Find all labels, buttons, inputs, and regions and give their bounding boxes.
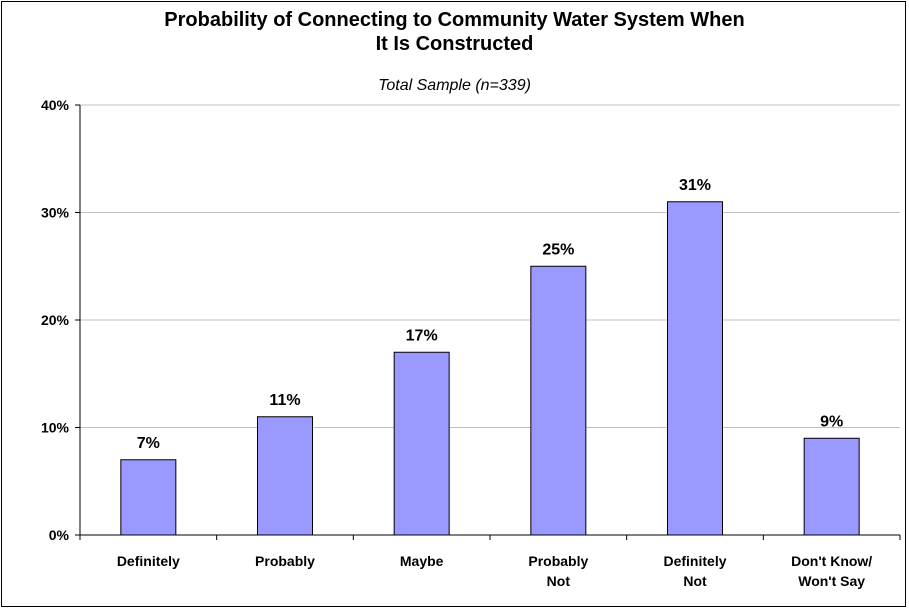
chart-title-line-2: It Is Constructed [375,33,534,55]
x-tick-label: Maybe [400,553,444,569]
y-tick-label: 0% [49,527,70,543]
chart-title: Probability of Connecting to Community W… [0,8,909,56]
bar [257,416,313,536]
x-tick-label: Not [683,573,707,589]
data-label: 17% [406,327,438,344]
y-tick-label: 30% [41,205,70,221]
y-tick-label: 10% [41,420,70,436]
y-tick-label: 20% [41,312,70,328]
data-label: 31% [679,177,711,194]
bar [393,351,450,536]
y-tick-label: 40% [41,97,70,113]
chart-subtitle: Total Sample (n=339) [378,77,531,94]
chart-title-line-1: Probability of Connecting to Community W… [164,9,745,31]
data-label: 7% [137,435,160,452]
bar [530,265,587,536]
bar [667,201,723,536]
data-label: 25% [542,241,574,258]
x-tick-label: Probably [255,553,315,569]
x-tick-label: Probably [528,553,588,569]
x-tick-label: Won't Say [798,573,865,589]
x-tick-label: Definitely [117,553,180,569]
bar [120,459,177,536]
data-label: 11% [269,392,300,409]
x-tick-label: Not [547,573,571,589]
x-tick-label: Don't Know/ [791,553,872,569]
bar [803,437,860,536]
x-tick-label: Definitely [663,553,726,569]
data-label: 9% [820,413,843,430]
